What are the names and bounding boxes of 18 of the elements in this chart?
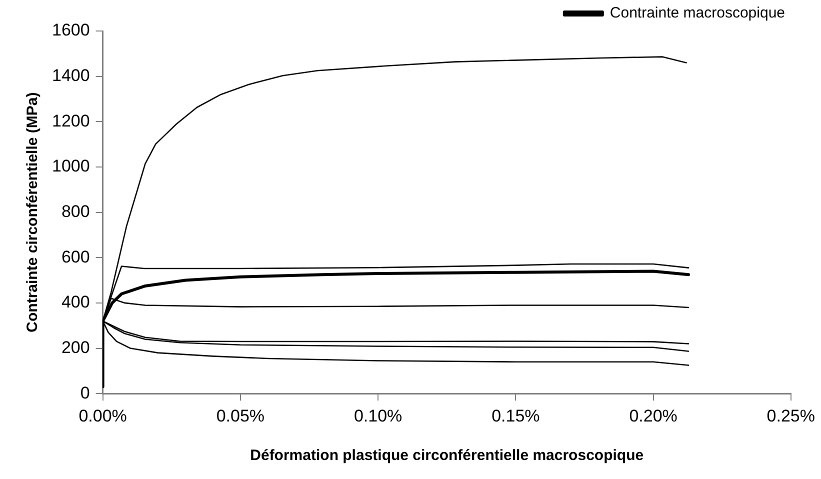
y-tick-label: 400 [61, 292, 90, 312]
y-tick-label: 600 [61, 247, 90, 266]
x-axis-title: Déformation plastique circonférentielle macroscopique [250, 447, 644, 464]
y-axis-title: Contrainte circonférentielle (MPa) [24, 92, 42, 332]
legend-label: Contrainte macroscopique [610, 4, 785, 22]
y-tick-label: 200 [61, 338, 90, 357]
y-tick-label: 1600 [52, 20, 90, 40]
x-tick-label: 0.05% [216, 406, 265, 426]
y-tick-label: 1400 [52, 66, 90, 86]
y-tick-label: 800 [61, 202, 90, 221]
x-tick-label: 0.00% [78, 406, 127, 426]
y-tick-label: 1000 [52, 156, 90, 176]
y-tick-label: 1200 [52, 111, 90, 130]
x-tick-label: 0.20% [629, 406, 678, 426]
x-tick-label: 0.15% [492, 406, 540, 426]
x-tick-label: 0.10% [354, 406, 402, 426]
y-tick-label: 0 [80, 383, 90, 402]
x-tick-label: 0.25% [766, 406, 815, 426]
